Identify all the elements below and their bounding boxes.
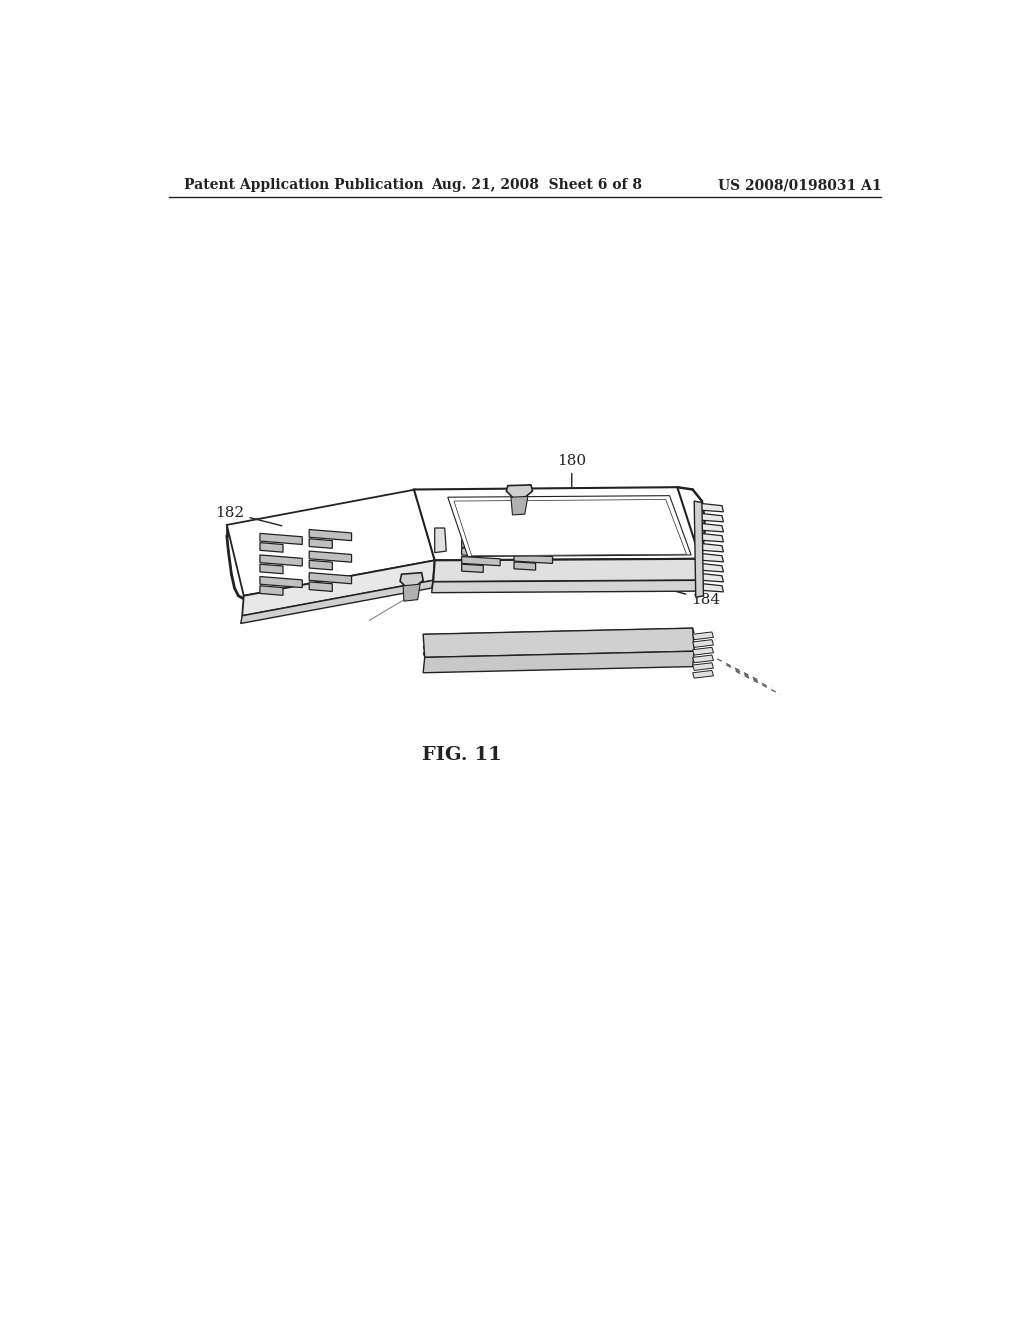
Polygon shape (700, 564, 724, 572)
Polygon shape (700, 533, 724, 543)
Polygon shape (309, 561, 333, 570)
Polygon shape (454, 499, 686, 556)
Polygon shape (432, 581, 698, 593)
Polygon shape (309, 573, 351, 583)
Polygon shape (511, 496, 528, 515)
Polygon shape (692, 671, 714, 678)
Polygon shape (700, 583, 724, 591)
Polygon shape (462, 532, 483, 540)
Polygon shape (243, 561, 435, 615)
Polygon shape (260, 543, 283, 552)
Polygon shape (506, 484, 532, 499)
Polygon shape (260, 533, 302, 544)
Polygon shape (423, 647, 694, 657)
Polygon shape (462, 548, 483, 556)
Polygon shape (462, 508, 500, 517)
Polygon shape (403, 585, 420, 601)
Polygon shape (260, 564, 283, 574)
Polygon shape (433, 558, 700, 582)
Polygon shape (692, 632, 714, 640)
Polygon shape (435, 528, 446, 553)
Polygon shape (514, 554, 553, 564)
Text: FIG. 11: FIG. 11 (422, 746, 502, 764)
Polygon shape (514, 562, 536, 570)
Polygon shape (462, 564, 483, 573)
Polygon shape (700, 544, 724, 552)
Polygon shape (309, 582, 333, 591)
Polygon shape (700, 573, 724, 582)
Polygon shape (423, 640, 694, 651)
Polygon shape (514, 513, 536, 521)
Text: Patent Application Publication: Patent Application Publication (184, 178, 424, 193)
Polygon shape (514, 521, 553, 531)
Polygon shape (309, 552, 351, 562)
Polygon shape (700, 553, 724, 562)
Polygon shape (423, 628, 694, 639)
Polygon shape (423, 628, 694, 657)
Polygon shape (309, 529, 351, 541)
Polygon shape (309, 539, 333, 548)
Polygon shape (692, 655, 714, 663)
Polygon shape (700, 524, 724, 532)
Text: 184: 184 (672, 590, 720, 607)
Polygon shape (462, 557, 500, 566)
Polygon shape (400, 573, 423, 587)
Polygon shape (260, 554, 302, 566)
Polygon shape (462, 516, 483, 524)
Polygon shape (700, 513, 724, 521)
Polygon shape (692, 663, 714, 671)
Polygon shape (692, 647, 714, 655)
Text: 180: 180 (557, 454, 587, 487)
Polygon shape (260, 586, 283, 595)
Polygon shape (514, 545, 536, 554)
Polygon shape (462, 540, 500, 549)
Polygon shape (260, 577, 302, 587)
Polygon shape (462, 524, 500, 533)
Polygon shape (692, 640, 714, 647)
Polygon shape (700, 503, 724, 512)
Text: Aug. 21, 2008  Sheet 6 of 8: Aug. 21, 2008 Sheet 6 of 8 (431, 178, 642, 193)
Polygon shape (414, 487, 700, 561)
Text: US 2008/0198031 A1: US 2008/0198031 A1 (718, 178, 882, 193)
Polygon shape (514, 506, 553, 515)
Polygon shape (226, 490, 435, 595)
Polygon shape (447, 496, 691, 557)
Polygon shape (514, 539, 553, 548)
Polygon shape (241, 581, 433, 623)
Polygon shape (423, 651, 694, 673)
Text: 182: 182 (215, 506, 282, 525)
Polygon shape (423, 635, 694, 645)
Polygon shape (514, 529, 536, 537)
Polygon shape (694, 502, 703, 598)
